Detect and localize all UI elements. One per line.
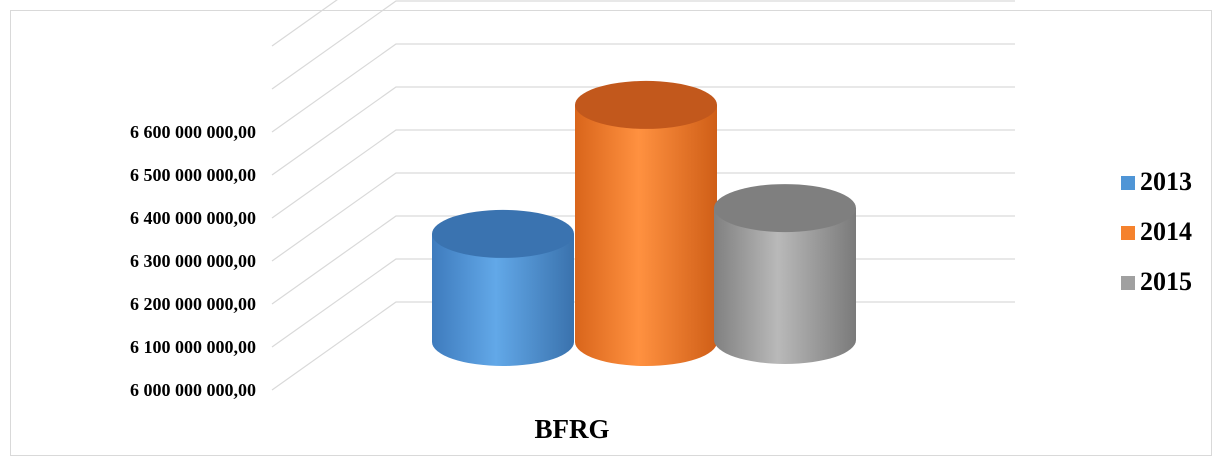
legend-item-2014: 2014 — [1121, 217, 1192, 246]
legend-label: 2013 — [1140, 167, 1192, 196]
x-axis-labels: BFRG — [534, 414, 609, 444]
legend-item-2015: 2015 — [1121, 267, 1192, 296]
y-tick-label: 6 000 000 000,00 — [130, 380, 256, 400]
legend: 2013 2014 2015 — [1121, 167, 1192, 296]
legend-swatch — [1121, 226, 1135, 240]
legend-label: 2015 — [1140, 267, 1192, 296]
bar-2015 — [714, 184, 856, 364]
legend-label: 2014 — [1140, 217, 1192, 246]
legend-swatch — [1121, 276, 1135, 290]
y-tick-label: 6 400 000 000,00 — [130, 208, 256, 228]
bar-2013 — [432, 210, 574, 366]
legend-item-2013: 2013 — [1121, 167, 1192, 196]
y-tick-label: 6 100 000 000,00 — [130, 337, 256, 357]
y-tick-label: 6 500 000 000,00 — [130, 165, 256, 185]
y-axis-ticks: 6 000 000 000,00 6 100 000 000,00 6 200 00… — [130, 122, 256, 400]
legend-swatch — [1121, 176, 1135, 190]
y-tick-label: 6 300 000 000,00 — [130, 251, 256, 271]
gridline — [272, 1, 1015, 89]
bars — [432, 81, 856, 366]
bar-2014 — [575, 81, 717, 366]
y-tick-label: 6 600 000 000,00 — [130, 122, 256, 142]
y-tick-label: 6 200 000 000,00 — [130, 294, 256, 314]
gridline — [272, 0, 1015, 46]
x-category-label: BFRG — [534, 414, 609, 444]
